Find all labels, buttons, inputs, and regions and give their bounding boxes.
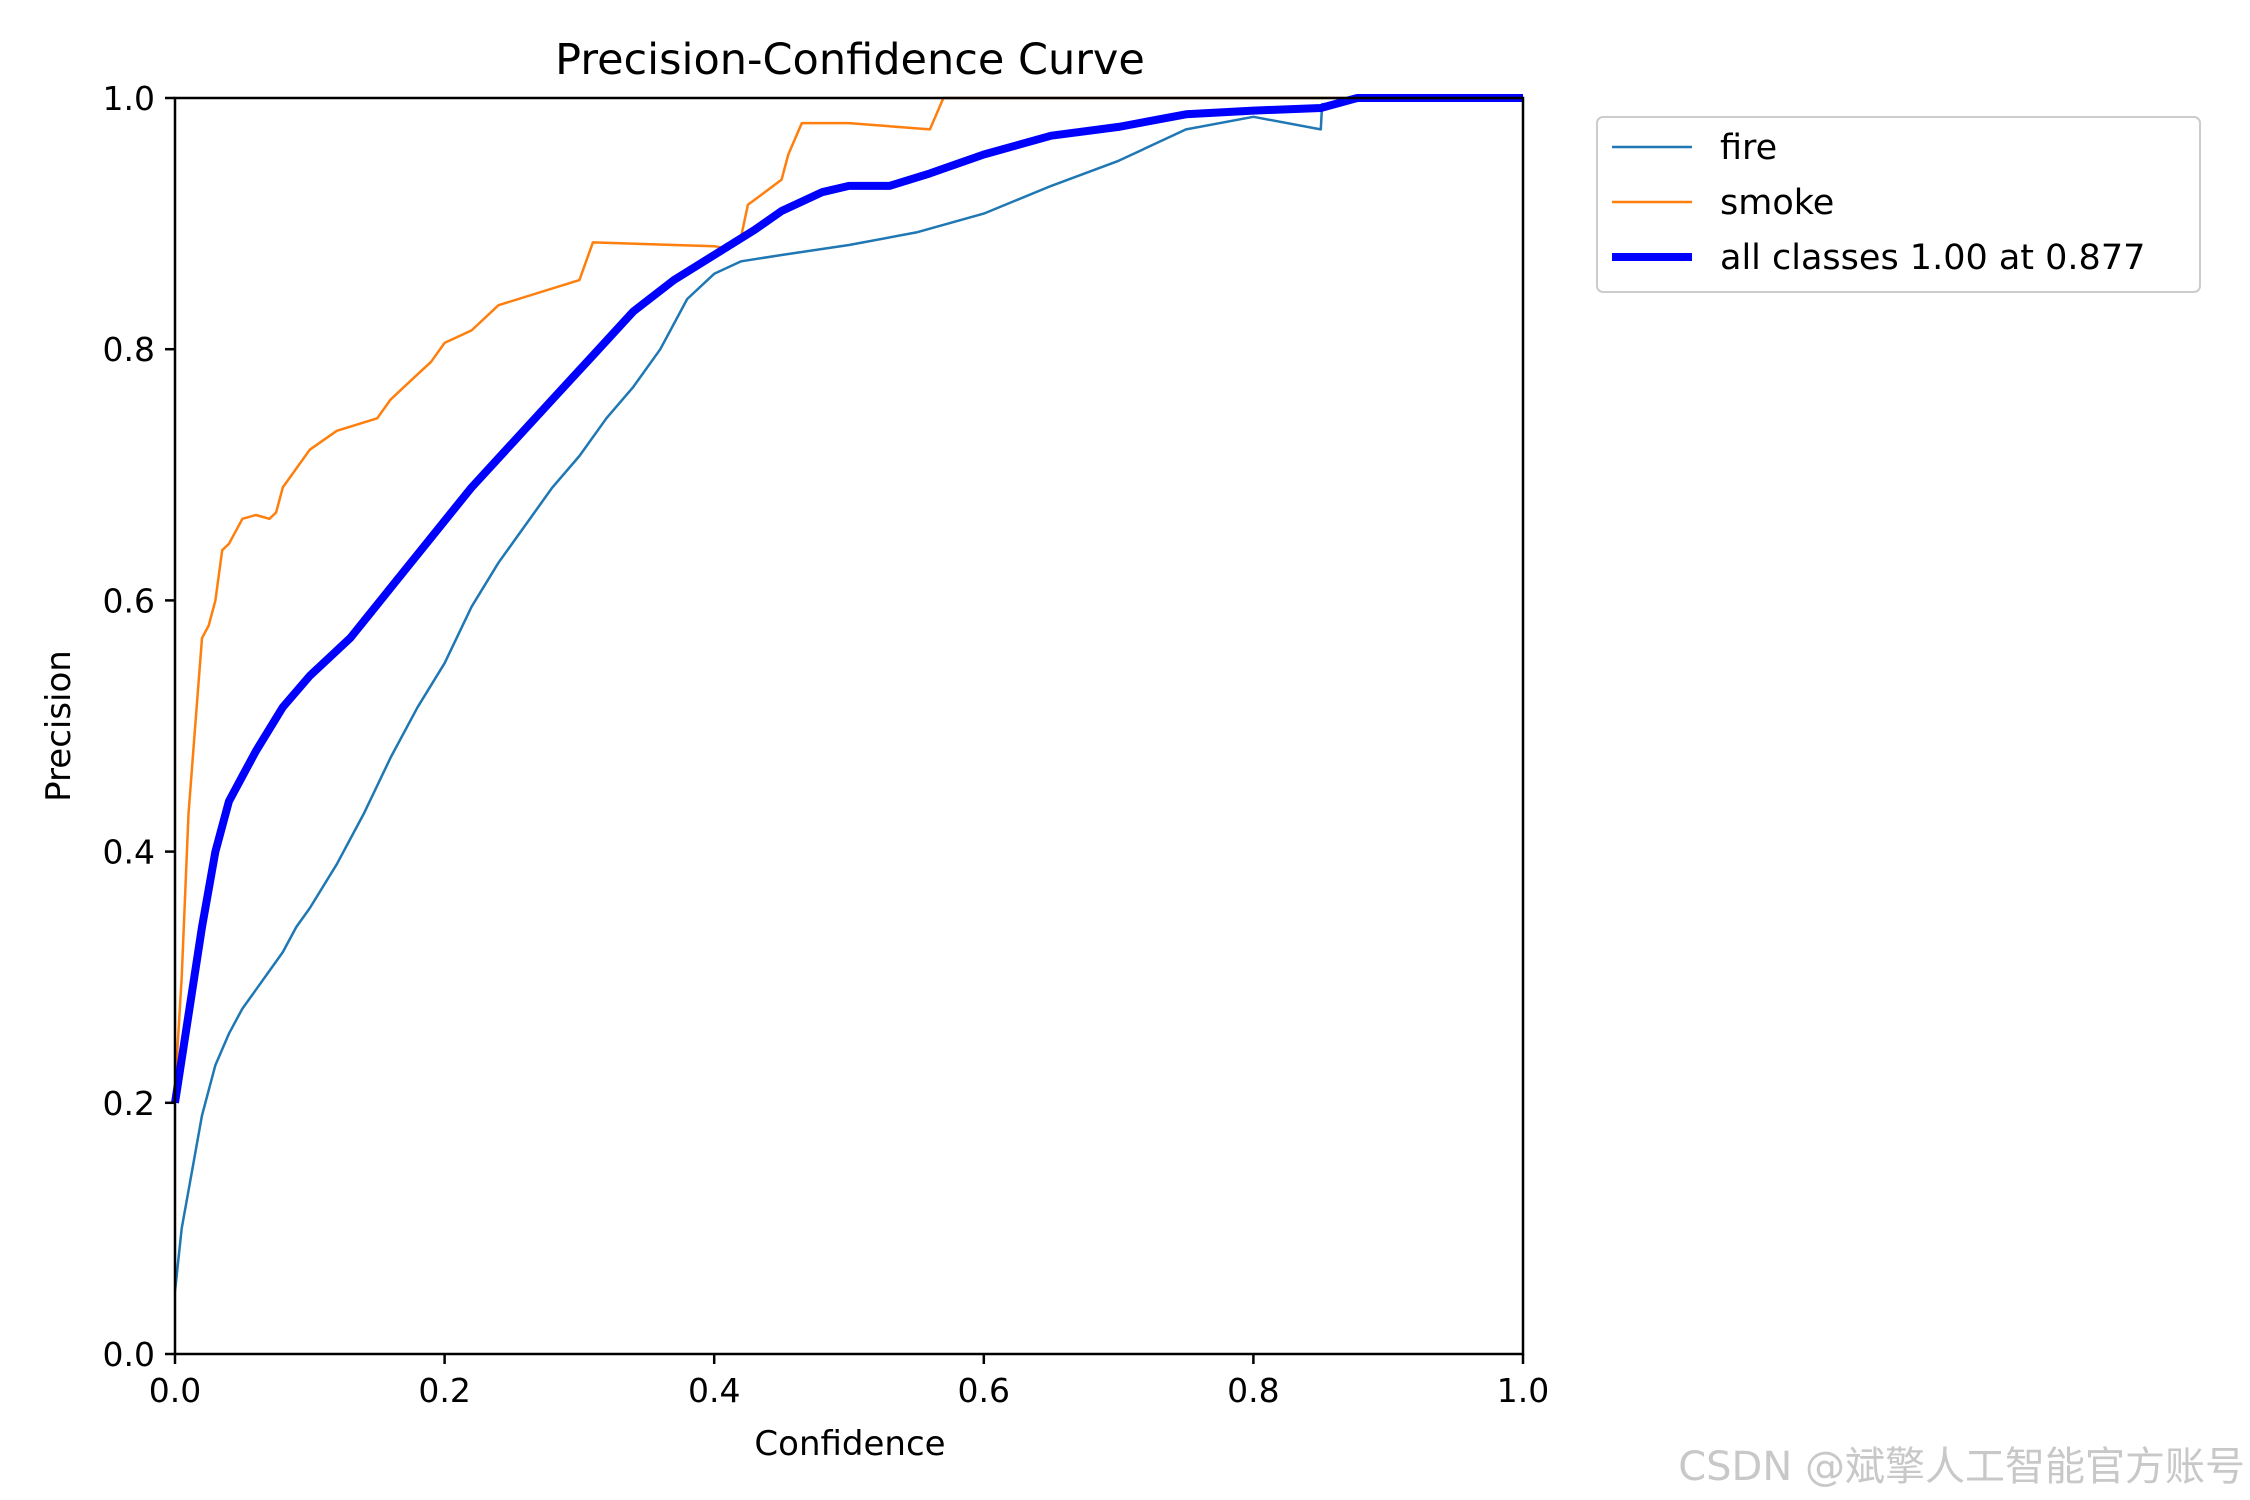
legend-box: [1596, 116, 2201, 293]
series-line-all-classes: [171, 94, 1523, 1104]
y-tick-label: 0.4: [103, 833, 155, 872]
plot-frame: [173, 96, 1525, 1356]
x-tick-label: 1.0: [1497, 1371, 1549, 1410]
legend-label-all-classes: all classes 1.00 at 0.877: [1720, 238, 2145, 278]
y-tick-label: 0.8: [103, 330, 155, 369]
chart-title: Precision-Confidence Curve: [555, 35, 1145, 85]
y-tick-label: 0.6: [103, 581, 155, 620]
series-line-smoke: [173, 96, 1523, 1091]
x-axis-ticks: 0.0 0.2 0.4 0.6 0.8 1.0: [149, 1354, 1549, 1410]
legend: fire smoke all classes 1.00 at 0.877: [1596, 116, 2201, 293]
x-tick-label: 0.6: [958, 1371, 1010, 1410]
x-tick-label: 0.2: [418, 1371, 470, 1410]
watermark: CSDN @斌擎人工智能官方账号: [1678, 1444, 2245, 1490]
y-axis-ticks: 0.0 0.2 0.4 0.6 0.8 1.0: [103, 79, 175, 1374]
y-axis-label: Precision: [39, 650, 79, 802]
y-tick-label: 0.2: [103, 1084, 155, 1123]
legend-label-smoke: smoke: [1720, 183, 1834, 223]
y-tick-label: 0.0: [103, 1335, 155, 1374]
legend-label-fire: fire: [1720, 128, 1777, 168]
x-axis-label: Confidence: [754, 1424, 945, 1464]
x-tick-label: 0.0: [149, 1371, 201, 1410]
x-tick-label: 0.4: [688, 1371, 740, 1410]
series-layer: [171, 94, 1523, 1292]
x-tick-label: 0.8: [1227, 1371, 1279, 1410]
series-line-fire: [173, 96, 1523, 1292]
y-tick-label: 1.0: [103, 79, 155, 118]
